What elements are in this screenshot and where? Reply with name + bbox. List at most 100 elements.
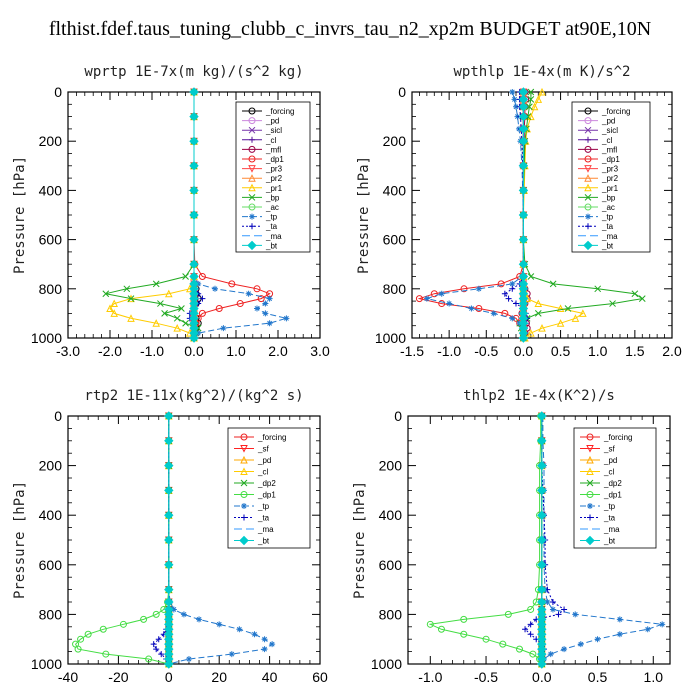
data-point bbox=[74, 645, 82, 653]
series-bt bbox=[164, 411, 174, 669]
legend-marker bbox=[248, 155, 256, 163]
data-point bbox=[556, 304, 565, 312]
data-point bbox=[155, 636, 162, 643]
data-point bbox=[157, 300, 164, 307]
legend-label: _cl bbox=[265, 136, 276, 145]
data-point bbox=[537, 411, 547, 421]
legend-marker bbox=[584, 117, 592, 125]
data-point bbox=[475, 285, 482, 292]
data-point bbox=[537, 535, 547, 545]
data-point bbox=[199, 295, 206, 302]
series-line bbox=[417, 92, 524, 338]
data-point bbox=[164, 485, 174, 496]
y-tick-label: 0 bbox=[398, 84, 406, 100]
y-tick-label: 200 bbox=[379, 458, 403, 474]
legend-label: _pr2 bbox=[265, 174, 283, 183]
data-point bbox=[594, 636, 601, 643]
series-bt bbox=[189, 87, 199, 343]
data-point bbox=[564, 305, 572, 312]
data-point bbox=[164, 535, 174, 545]
data-point bbox=[509, 285, 516, 292]
data-point bbox=[572, 611, 579, 618]
data-point bbox=[182, 273, 189, 280]
legend-label: _ac bbox=[601, 203, 615, 212]
legend-marker bbox=[248, 117, 256, 125]
data-point bbox=[269, 641, 276, 648]
legend-marker bbox=[241, 503, 247, 509]
legend-marker bbox=[239, 535, 249, 546]
x-tick-label: 3.0 bbox=[310, 343, 330, 359]
legend-label: _forcing bbox=[603, 433, 632, 442]
data-point bbox=[527, 605, 535, 613]
y-tick-label: 200 bbox=[39, 458, 63, 474]
y-tick-label: 800 bbox=[383, 281, 407, 297]
legend-marker bbox=[585, 535, 595, 546]
data-point bbox=[513, 103, 519, 110]
legend-label: _ma bbox=[603, 525, 620, 534]
data-point bbox=[538, 324, 546, 332]
data-point bbox=[77, 635, 85, 643]
legend-label: _ta bbox=[603, 514, 616, 523]
legend-label: _pr1 bbox=[265, 184, 283, 193]
data-point bbox=[561, 606, 568, 613]
series-line bbox=[109, 92, 195, 339]
legend-label: _tp bbox=[257, 502, 270, 511]
data-point bbox=[526, 103, 533, 111]
series-bt bbox=[537, 411, 547, 669]
legend-marker bbox=[248, 174, 256, 182]
legend-label: _ma bbox=[601, 232, 618, 241]
x-tick-label: -1.0 bbox=[418, 669, 442, 685]
data-point bbox=[189, 210, 199, 220]
data-point bbox=[164, 460, 174, 471]
legend-marker bbox=[248, 194, 256, 201]
x-tick-label: -2.0 bbox=[98, 343, 122, 359]
data-point bbox=[579, 309, 587, 317]
x-tick-label: 0.0 bbox=[532, 669, 552, 685]
data-point bbox=[102, 650, 110, 658]
data-point bbox=[164, 659, 174, 669]
data-point bbox=[616, 616, 623, 623]
data-point bbox=[180, 611, 187, 618]
data-point bbox=[254, 305, 260, 312]
legend-marker bbox=[584, 194, 592, 201]
data-point bbox=[153, 646, 160, 653]
data-point bbox=[228, 280, 236, 288]
legend-label: _tp bbox=[603, 502, 616, 511]
data-point bbox=[127, 295, 135, 302]
data-point bbox=[631, 290, 639, 298]
x-tick-label: -20 bbox=[108, 669, 128, 685]
data-point bbox=[518, 124, 529, 134]
data-point bbox=[228, 651, 235, 658]
data-point bbox=[534, 299, 543, 308]
data-point bbox=[544, 599, 551, 605]
data-point bbox=[522, 626, 529, 633]
data-point bbox=[518, 234, 529, 245]
legend-marker bbox=[248, 165, 256, 173]
data-point bbox=[509, 89, 516, 95]
series-bp bbox=[102, 88, 202, 342]
series-bt bbox=[518, 87, 529, 343]
data-point bbox=[189, 111, 199, 122]
legend-label: _ta bbox=[257, 514, 270, 523]
legend-label: _dp1 bbox=[603, 491, 622, 500]
data-point bbox=[123, 285, 131, 293]
legend-label: _cl bbox=[601, 136, 612, 145]
data-point bbox=[530, 102, 539, 111]
legend-marker bbox=[584, 126, 592, 134]
legend-label: _forcing bbox=[257, 433, 286, 442]
y-axis-title: Pressure [hPa] bbox=[356, 156, 372, 274]
series-dp1 bbox=[72, 412, 173, 668]
data-point bbox=[527, 88, 535, 96]
series-line bbox=[105, 92, 199, 339]
data-point bbox=[644, 626, 651, 633]
data-point bbox=[173, 324, 182, 332]
x-tick-label: -1.5 bbox=[400, 343, 424, 359]
legend-marker bbox=[249, 136, 255, 143]
data-point bbox=[509, 280, 516, 287]
data-point bbox=[549, 280, 557, 288]
y-tick-label: 600 bbox=[39, 232, 63, 248]
x-tick-label: 1.0 bbox=[226, 343, 246, 359]
series-pr1 bbox=[106, 87, 198, 342]
data-point bbox=[189, 333, 199, 343]
legend-label: _bt bbox=[601, 241, 614, 250]
